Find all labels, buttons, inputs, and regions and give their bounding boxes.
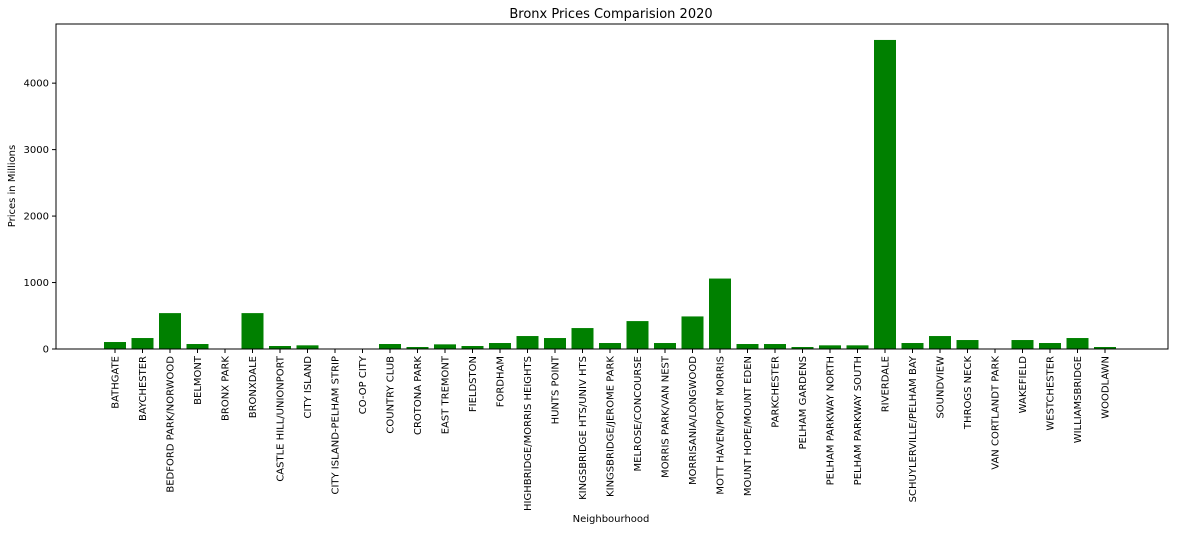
bar: [874, 39, 896, 349]
bar: [104, 342, 126, 349]
bar: [736, 344, 759, 349]
x-tick-label: VAN CORTLANDT PARK: [991, 356, 1002, 470]
chart-title: Bronx Prices Comparision 2020: [509, 7, 712, 22]
x-tick-label: HUNTS POINT: [551, 355, 562, 424]
x-tick-label: SOUNDVIEW: [936, 356, 947, 419]
bar: [571, 328, 594, 349]
bar: [516, 336, 539, 349]
x-tick-label: MELROSE/CONCOURSE: [633, 356, 644, 472]
x-tick-label: BRONX PARK: [221, 356, 232, 421]
x-tick-label: CASTLE HILL/UNIONPORT: [276, 355, 287, 482]
x-tick-label: PELHAM PARKWAY SOUTH: [853, 356, 864, 485]
bar: [544, 338, 566, 349]
bar: [1011, 340, 1034, 349]
x-tick-label: PELHAM GARDENS: [798, 356, 809, 449]
x-tick-label: EAST TREMONT: [441, 355, 452, 434]
x-axis: BATHGATE BAYCHESTER BEDFORD PARK/NORWOOD BE…: [111, 349, 1112, 511]
bar: [269, 346, 291, 349]
x-tick-label: BAYCHESTER: [138, 356, 149, 421]
x-tick-label: WILLIAMSBRIDGE: [1073, 356, 1084, 443]
x-tick-label: HIGHBRIDGE/MORRIS HEIGHTS: [523, 356, 534, 511]
x-tick-label: COUNTRY CLUB: [386, 356, 397, 434]
bar: [434, 344, 456, 349]
x-tick-label: KINGSBRIDGE/JEROME PARK: [606, 356, 617, 497]
bar: [681, 316, 704, 349]
bar: [1094, 347, 1116, 349]
x-tick-label: WAKEFIELD: [1018, 356, 1029, 414]
y-axis: 0 1000 2000 3000 4000: [24, 79, 56, 356]
bar: [764, 344, 786, 349]
x-tick-label: MORRIS PARK/VAN NEST: [661, 355, 672, 478]
x-tick-label: RIVERDALE: [881, 356, 892, 412]
x-tick-label: KINGSBRIDGE HTS/UNIV HTS: [578, 356, 589, 500]
bar: [186, 344, 209, 349]
x-tick-label: MOUNT HOPE/MOUNT EDEN: [743, 356, 754, 496]
bar: [461, 346, 484, 349]
x-tick-label: BEDFORD PARK/NORWOOD: [166, 356, 177, 493]
y-tick-label: 4000: [24, 79, 49, 90]
bar: [846, 345, 869, 349]
x-axis-label: Neighbourhood: [573, 514, 650, 525]
bar: [599, 343, 621, 349]
x-tick-label: BATHGATE: [111, 356, 122, 409]
bar: [489, 343, 511, 349]
x-tick-label: CROTONA PARK: [413, 356, 424, 435]
x-tick-label: CITY ISLAND-PELHAM STRIP: [331, 356, 342, 495]
bar: [296, 345, 319, 349]
y-tick-label: 1000: [24, 278, 49, 289]
x-tick-label: PARKCHESTER: [771, 356, 782, 428]
bar: [159, 313, 181, 349]
y-tick-label: 3000: [24, 145, 49, 156]
x-tick-label: MORRISANIA/LONGWOOD: [688, 356, 699, 485]
bar: [379, 344, 401, 349]
plot-frame: [55, 23, 1169, 350]
x-tick-label: WESTCHESTER: [1046, 356, 1057, 431]
bar: [929, 336, 951, 349]
x-tick-label: FORDHAM: [496, 356, 507, 407]
bar: [626, 321, 649, 349]
bar: [901, 343, 924, 349]
y-tick-label: 2000: [24, 212, 49, 223]
x-tick-label: CO-OP CITY: [358, 355, 369, 414]
bar: [654, 343, 676, 349]
bar: [1066, 338, 1089, 349]
y-axis-label: Prices in Millions: [7, 145, 18, 228]
bar: [1039, 343, 1061, 349]
bar: [406, 347, 429, 349]
x-tick-label: THROGS NECK: [963, 356, 974, 431]
x-tick-label: CITY ISLAND: [303, 356, 314, 419]
x-tick-label: PELHAM PARKWAY NORTH: [826, 356, 837, 485]
x-tick-label: BELMONT: [193, 355, 204, 405]
bars-group: [104, 39, 1116, 349]
x-tick-label: BRONXDALE: [248, 356, 259, 418]
y-tick-label: 0: [43, 345, 49, 356]
x-tick-label: SCHUYLERVILLE/PELHAM BAY: [908, 355, 919, 502]
bar: [709, 278, 731, 349]
x-tick-label: MOTT HAVEN/PORT MORRIS: [716, 356, 727, 495]
x-tick-label: WOODLAWN: [1101, 356, 1112, 419]
bar: [131, 338, 154, 349]
bar: [241, 313, 264, 349]
x-tick-label: FIELDSTON: [468, 356, 479, 412]
bar: [791, 347, 814, 349]
bar: [956, 340, 979, 349]
bar: [819, 345, 841, 349]
